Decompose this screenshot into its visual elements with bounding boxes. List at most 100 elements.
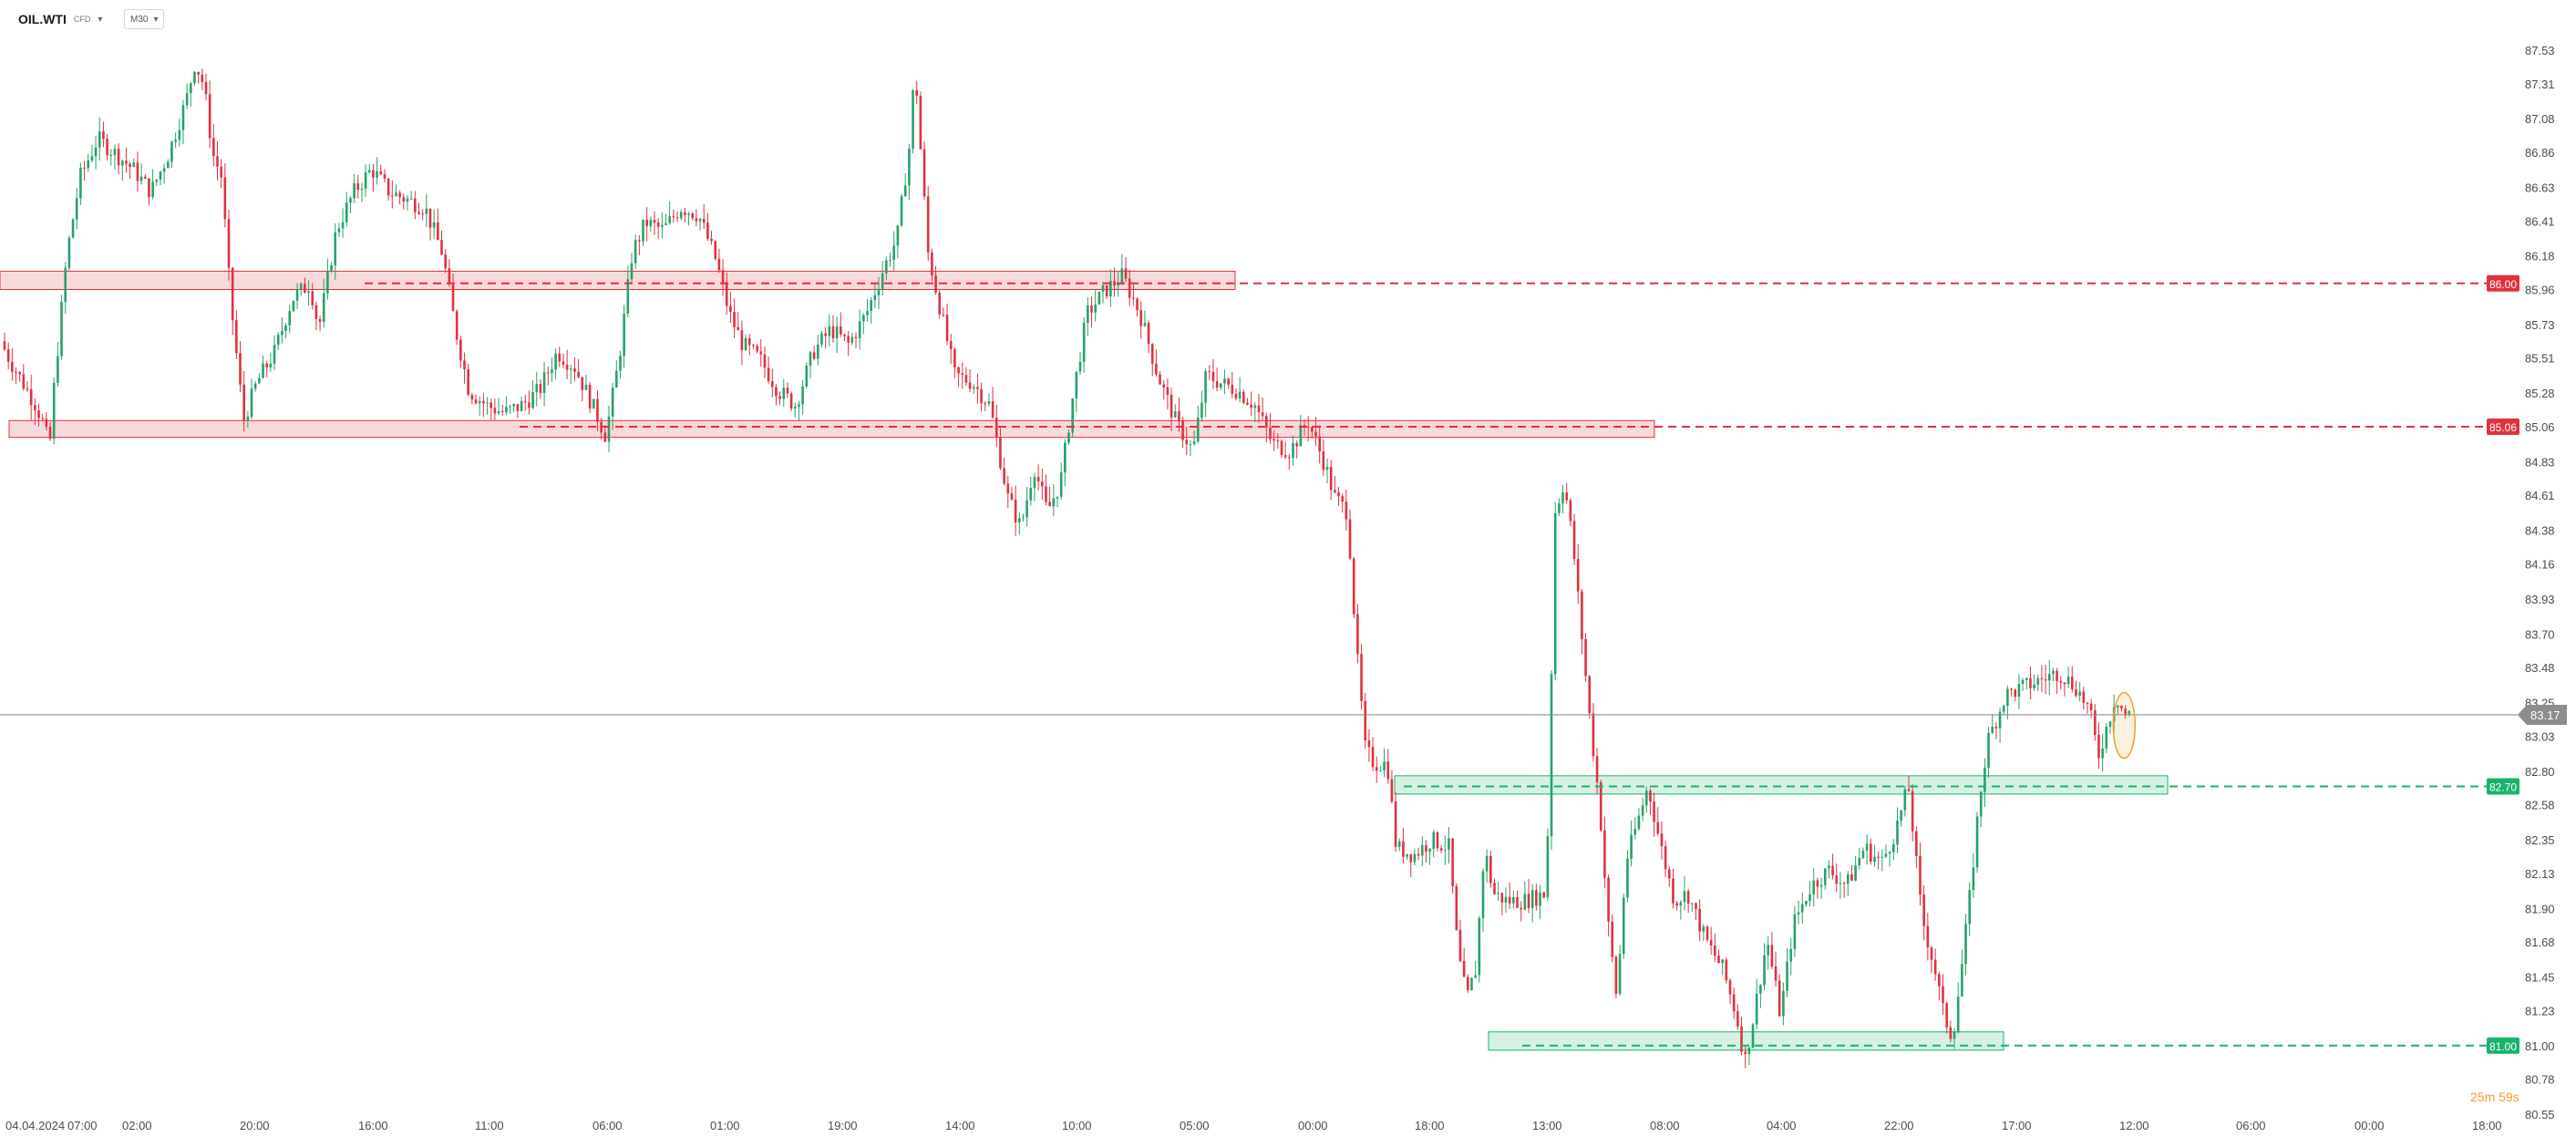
- candle: [1938, 971, 1941, 1001]
- candle: [1394, 792, 1397, 853]
- candle: [2033, 674, 2035, 691]
- candle-body: [1109, 281, 1112, 297]
- candle-body: [1759, 985, 1762, 994]
- candle: [482, 393, 485, 418]
- candle: [1900, 810, 1902, 827]
- candle-body: [478, 400, 481, 404]
- candle: [1246, 398, 1249, 406]
- candle: [600, 418, 603, 440]
- candle: [554, 347, 557, 379]
- candle-body: [417, 212, 420, 214]
- candle: [1915, 826, 1918, 868]
- candle-body: [881, 273, 884, 289]
- candle-body: [2128, 710, 2131, 715]
- candle: [862, 313, 865, 335]
- candle-body: [562, 361, 565, 366]
- candle: [1364, 692, 1367, 749]
- candle-body: [1101, 284, 1105, 293]
- candle-body: [463, 360, 466, 370]
- candle: [273, 336, 276, 370]
- candle: [1942, 974, 1944, 1016]
- candle: [2040, 665, 2044, 693]
- candle-body: [2017, 683, 2021, 698]
- candle-body: [642, 219, 644, 242]
- symbol-header[interactable]: OIL.WTI CFD ▾: [18, 7, 102, 31]
- candle: [900, 193, 903, 228]
- candle: [2002, 704, 2005, 715]
- candle-body: [276, 335, 280, 346]
- candle: [79, 162, 82, 205]
- candle-body: [725, 282, 728, 306]
- candle: [223, 163, 227, 228]
- candle-body: [1173, 411, 1177, 418]
- candle-body: [1170, 394, 1173, 418]
- candle: [1903, 785, 1907, 817]
- candle-body: [451, 284, 455, 312]
- candle: [1884, 844, 1888, 859]
- candle-body: [1744, 1051, 1747, 1055]
- candle-body: [444, 254, 447, 269]
- candle-body: [148, 178, 150, 198]
- candle-body: [1846, 874, 1850, 884]
- candle-body: [999, 437, 1002, 469]
- candle-body: [968, 382, 972, 389]
- candle: [866, 298, 869, 322]
- candle-body: [1816, 880, 1819, 887]
- candle-body: [1462, 960, 1466, 977]
- candle: [288, 305, 292, 334]
- candle: [687, 212, 690, 226]
- candle: [478, 396, 481, 416]
- candle: [1755, 978, 1758, 1030]
- candle: [1097, 291, 1101, 305]
- candle-body: [239, 353, 242, 385]
- candle: [1189, 440, 1192, 457]
- candle-body: [2059, 681, 2063, 683]
- candle: [2075, 680, 2077, 698]
- candle: [1679, 900, 1683, 920]
- candle-body: [1436, 832, 1439, 849]
- candle-body: [1276, 440, 1280, 442]
- zone-box: [0, 270, 1236, 290]
- candle-body: [706, 222, 709, 239]
- candle: [1227, 377, 1230, 389]
- candle-body: [34, 405, 36, 411]
- candle-body: [235, 320, 238, 354]
- zone-box: [1488, 1031, 2004, 1051]
- candle-body: [486, 402, 489, 404]
- candle: [1283, 441, 1287, 460]
- candle-body: [775, 387, 778, 397]
- candle-body: [1953, 1031, 1956, 1039]
- candle: [60, 295, 63, 360]
- y-tick-label: 87.08: [2525, 112, 2555, 126]
- candle: [1113, 267, 1116, 297]
- candle: [801, 380, 804, 415]
- candle-body: [231, 267, 234, 321]
- y-tick-label: 85.06: [2525, 420, 2555, 434]
- candle: [775, 384, 778, 406]
- y-tick-label: 84.16: [2525, 557, 2555, 571]
- candle: [1219, 383, 1222, 391]
- chevron-down-icon[interactable]: ▾: [98, 14, 103, 25]
- candle-body: [1139, 310, 1143, 326]
- candle-body: [756, 346, 758, 352]
- candle-body: [945, 315, 949, 342]
- candle-body: [1998, 711, 2002, 729]
- candle-body: [1956, 997, 1960, 1032]
- x-tick-label: 18:00: [2472, 1119, 2502, 1132]
- candle-body: [1861, 850, 1865, 859]
- candle-body: [102, 131, 105, 140]
- candle-body: [1763, 955, 1766, 986]
- candle-body: [931, 252, 933, 276]
- symbol-name[interactable]: OIL.WTI: [18, 12, 67, 26]
- candle: [1439, 845, 1443, 853]
- timeframe-selector[interactable]: M30 ▾: [124, 9, 165, 29]
- candle: [467, 364, 469, 397]
- candle: [1458, 919, 1462, 963]
- zones-layer: [0, 270, 2169, 1051]
- x-tick-label: 22:00: [1884, 1119, 1914, 1132]
- candle-body: [1257, 405, 1261, 413]
- candle: [2124, 705, 2127, 719]
- candle: [500, 405, 504, 416]
- candle: [216, 141, 219, 181]
